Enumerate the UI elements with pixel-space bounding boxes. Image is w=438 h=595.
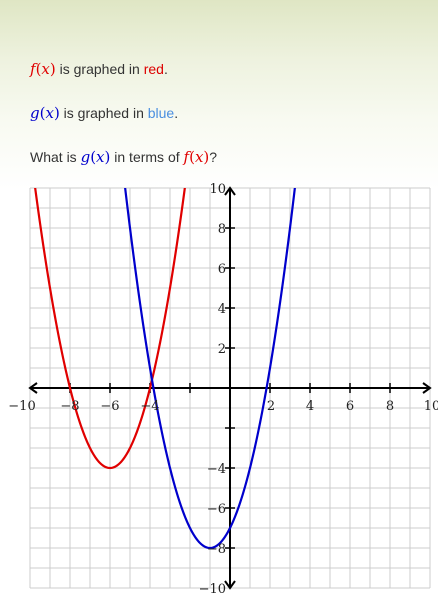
- function-curves: [34, 188, 296, 550]
- x-tick-label: −8: [60, 399, 79, 414]
- y-tick-label: 6: [218, 262, 226, 277]
- question: What is g(x) in terms of f(x)?: [30, 148, 218, 166]
- f-of-x: f(x): [30, 60, 56, 78]
- g-of-x: g(x): [30, 104, 60, 122]
- y-tick-label: −10: [199, 582, 226, 595]
- header-background: [0, 0, 438, 190]
- y-axis-arrow-bottom: [224, 580, 236, 590]
- x-tick-label: 10: [424, 399, 438, 414]
- y-tick-label: −4: [207, 462, 226, 477]
- y-tick-label: 4: [218, 302, 226, 317]
- tick-labels: −10 −8 −6 −4 2 4 6 8 10 10 8 6 4 2 −4 −6 −8 −10: [8, 182, 438, 595]
- g-of-x-question: g(x): [80, 148, 111, 166]
- y-axis-arrow-top: [224, 186, 236, 196]
- prompt-line-f: f(x) is graphed in red.: [30, 60, 168, 78]
- x-axis-arrow-right: [422, 382, 432, 394]
- y-tick-label: −8: [207, 542, 226, 557]
- red-word: red: [143, 61, 164, 77]
- blue-word: blue: [147, 105, 175, 121]
- y-tick-label: 8: [218, 222, 226, 237]
- x-tick-label: −4: [140, 399, 159, 414]
- x-tick-label: 4: [306, 399, 314, 414]
- x-tick-label: −6: [100, 399, 119, 414]
- f-of-x-question: f(x): [183, 148, 210, 166]
- x-tick-label: 6: [346, 399, 354, 414]
- x-tick-label: −10: [8, 399, 35, 414]
- x-axis-arrow-left: [28, 382, 38, 394]
- x-tick-label: 8: [386, 399, 394, 414]
- y-tick-label: 10: [209, 182, 226, 197]
- blue-parabola: [124, 188, 296, 550]
- prompt-line-g: g(x) is graphed in blue.: [30, 104, 179, 122]
- red-parabola: [34, 188, 186, 470]
- y-tick-label: −6: [207, 502, 226, 517]
- x-tick-label: 2: [267, 399, 275, 414]
- y-tick-label: 2: [218, 342, 226, 357]
